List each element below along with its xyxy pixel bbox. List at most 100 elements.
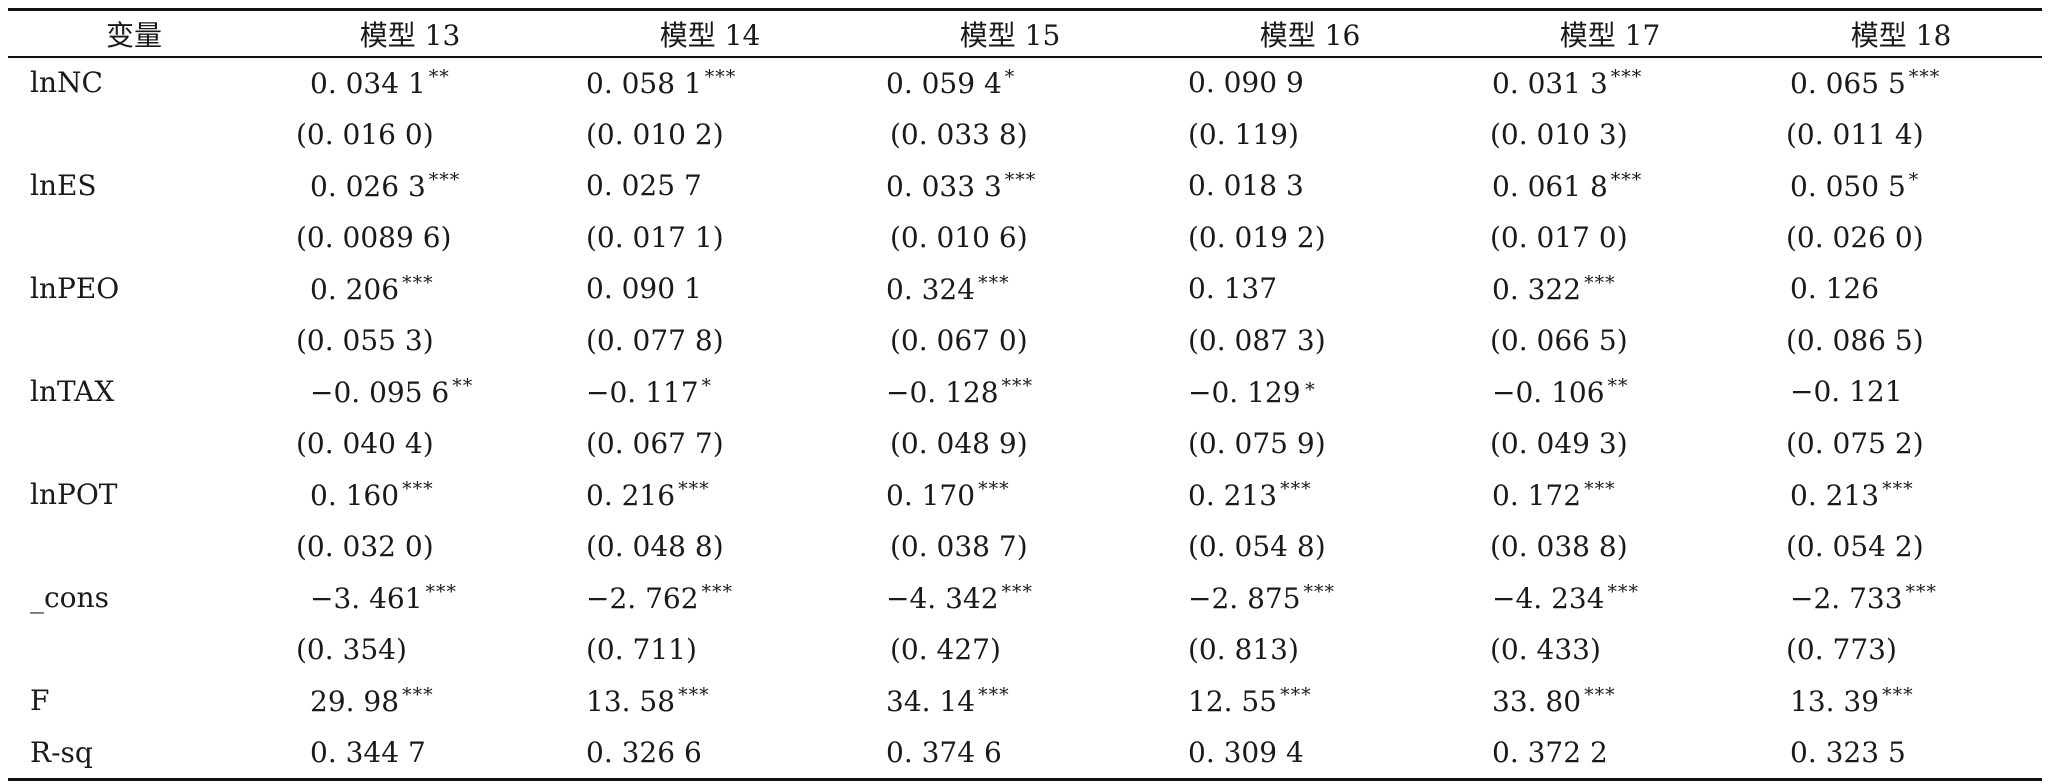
std-error-cell: (0. 010 2)	[560, 109, 860, 161]
significance-stars: ***	[1882, 683, 1914, 706]
coefficient-cell: −2. 733 ***	[1760, 572, 2042, 624]
std-error-cell: (0. 048 8)	[560, 521, 860, 573]
coefficient-value: 0. 160	[310, 478, 400, 512]
coefficient-cell: 29. 98 ***	[260, 675, 560, 727]
coefficient-value: 0. 018 3	[1188, 169, 1304, 203]
significance-stars: ***	[1610, 168, 1643, 191]
coefficient-value: 0. 033 3	[886, 169, 1002, 203]
std-error-cell: (0. 067 0)	[860, 315, 1160, 367]
std-error-cell: (0. 427)	[860, 624, 1160, 676]
table-header-rule	[8, 56, 2042, 58]
significance-stars: ***	[1004, 168, 1037, 191]
coefficient-cell: 0. 309 4	[1160, 727, 1460, 779]
std-error-cell: (0. 040 4)	[260, 418, 560, 470]
coefficient-cell: 0. 216 ***	[560, 469, 860, 521]
std-error-cell: (0. 038 8)	[1460, 521, 1760, 573]
std-error-value: (0. 067 7)	[586, 426, 724, 460]
std-error-value: (0. 011 4)	[1786, 117, 1924, 151]
table-row-coef: F 29. 98 *** 13. 58 *** 34. 14 *** 12. 55 *** 33.…	[8, 675, 2042, 727]
coefficient-value: 13. 58	[586, 684, 676, 718]
coefficient-value: 0. 216	[586, 478, 676, 512]
std-error-value: (0. 077 8)	[586, 323, 724, 357]
coefficient-cell: 0. 206 ***	[260, 263, 560, 315]
row-label: _cons	[30, 581, 109, 615]
std-error-value: (0. 0089 6)	[296, 220, 452, 254]
significance-stars: ***	[678, 477, 710, 500]
significance-stars: ***	[1584, 271, 1616, 294]
coefficient-value: 0. 090 1	[586, 272, 702, 306]
table-row-coef: R-sq 0. 344 7 0. 326 6 0. 374 6 0. 309 4 0. 3…	[8, 727, 2042, 779]
coefficient-value: 0. 324	[886, 272, 976, 306]
coefficient-cell: 0. 059 4 *	[860, 57, 1160, 109]
std-error-cell: (0. 033 8)	[860, 109, 1160, 161]
coefficient-value: 13. 39	[1790, 684, 1880, 718]
coefficient-cell: 13. 58 ***	[560, 675, 860, 727]
significance-stars: ***	[701, 580, 734, 603]
coefficient-cell: 12. 55 ***	[1160, 675, 1460, 727]
coefficient-cell: 0. 160 ***	[260, 469, 560, 521]
std-error-value: (0. 016 0)	[296, 117, 434, 151]
table-row-coef: lnPEO 0. 206 *** 0. 090 1 0. 324 *** 0. 137 0. …	[8, 263, 2042, 315]
coefficient-value: 0. 050 5	[1790, 169, 1906, 203]
table-row-std-error: (0. 055 3) (0. 077 8) (0. 067 0) (0. 087 3)…	[8, 315, 2042, 367]
significance-stars: ***	[402, 477, 434, 500]
std-error-cell: (0. 038 7)	[860, 521, 1160, 573]
significance-stars: *	[1004, 65, 1016, 88]
std-error-cell: (0. 011 4)	[1760, 109, 2042, 161]
coefficient-value: 12. 55	[1188, 684, 1278, 718]
std-error-value: (0. 019 2)	[1188, 220, 1326, 254]
coefficient-cell: 0. 031 3 ***	[1460, 57, 1760, 109]
std-error-value: (0. 354)	[296, 632, 407, 666]
std-error-value: (0. 010 2)	[586, 117, 724, 151]
std-error-value: (0. 054 8)	[1188, 529, 1326, 563]
coefficient-cell: −4. 342 ***	[860, 572, 1160, 624]
std-error-cell: (0. 813)	[1160, 624, 1460, 676]
std-error-cell: (0. 055 3)	[260, 315, 560, 367]
coefficient-value: −0. 121	[1790, 375, 1903, 409]
row-label: lnPOT	[30, 478, 118, 512]
coefficient-cell: 0. 324 ***	[860, 263, 1160, 315]
std-error-cell: (0. 354)	[260, 624, 560, 676]
std-error-value: (0. 017 0)	[1490, 220, 1628, 254]
significance-stars: **	[452, 374, 474, 397]
significance-stars: ***	[678, 683, 710, 706]
std-error-value: (0. 773)	[1786, 632, 1897, 666]
row-label-empty	[8, 109, 260, 161]
coefficient-cell: −0. 128 ***	[860, 366, 1160, 418]
row-label-empty	[8, 624, 260, 676]
significance-stars: ***	[1001, 374, 1034, 397]
coefficient-cell: 0. 090 1	[560, 263, 860, 315]
coefficient-cell: 0. 170 ***	[860, 469, 1160, 521]
coefficient-value: −4. 234	[1492, 581, 1605, 615]
coefficient-value: −0. 095 6	[310, 375, 450, 409]
coefficient-value: 33. 80	[1492, 684, 1582, 718]
coefficient-cell: 13. 39 ***	[1760, 675, 2042, 727]
row-label-empty	[8, 315, 260, 367]
coefficient-cell: 0. 374 6	[860, 727, 1160, 779]
coefficient-value: −2. 733	[1790, 581, 1903, 615]
coefficient-cell: −0. 106 **	[1460, 366, 1760, 418]
significance-stars: ***	[402, 683, 434, 706]
std-error-value: (0. 433)	[1490, 632, 1601, 666]
coefficient-value: 0. 344 7	[310, 735, 426, 769]
coefficient-cell: −0. 117 *	[560, 366, 860, 418]
table-row-std-error: (0. 032 0) (0. 048 8) (0. 038 7) (0. 054 8)…	[8, 521, 2042, 573]
std-error-value: (0. 032 0)	[296, 529, 434, 563]
std-error-value: (0. 075 9)	[1188, 426, 1326, 460]
coefficient-value: 0. 372 2	[1492, 735, 1608, 769]
std-error-cell: (0. 032 0)	[260, 521, 560, 573]
coefficient-cell: 0. 326 6	[560, 727, 860, 779]
std-error-value: (0. 038 7)	[890, 529, 1028, 563]
std-error-value: (0. 054 2)	[1786, 529, 1924, 563]
significance-stars: **	[428, 65, 450, 88]
coefficient-value: 0. 026 3	[310, 169, 426, 203]
table-top-rule	[8, 8, 2042, 11]
std-error-value: (0. 119)	[1188, 117, 1299, 151]
std-error-cell: (0. 017 0)	[1460, 212, 1760, 264]
table-body: lnNC 0. 034 1 ** 0. 058 1 *** 0. 059 4 * 0. 090…	[8, 57, 2042, 778]
significance-stars: ***	[978, 271, 1010, 294]
header-model-15: 模型 15	[959, 19, 1061, 52]
std-error-value: (0. 038 8)	[1490, 529, 1628, 563]
coefficient-cell: 0. 026 3 ***	[260, 160, 560, 212]
std-error-cell: (0. 773)	[1760, 624, 2042, 676]
